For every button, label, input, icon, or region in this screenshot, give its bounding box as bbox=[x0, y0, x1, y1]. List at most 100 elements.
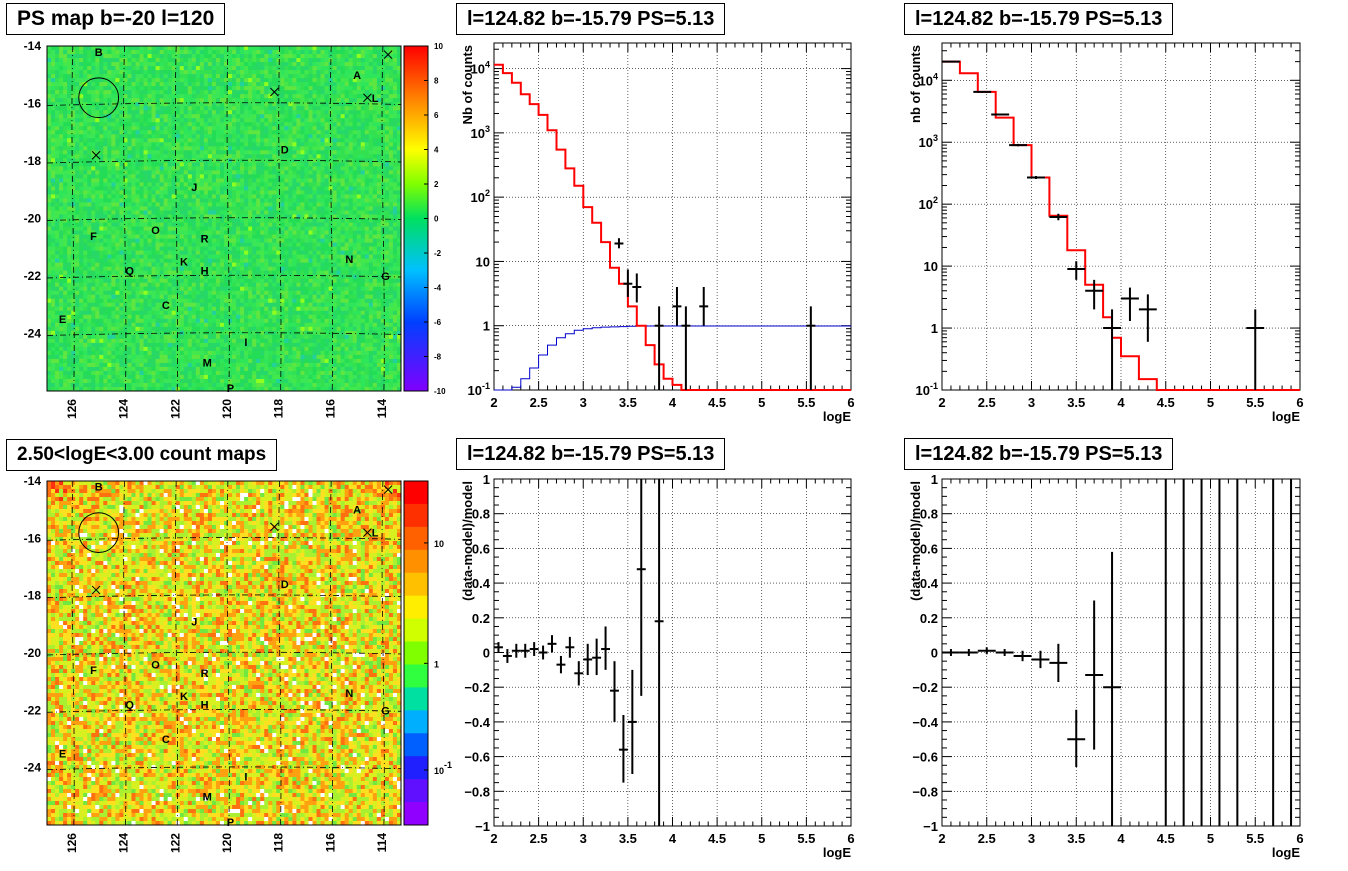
data-point bbox=[1067, 261, 1086, 280]
source-label-J: J bbox=[191, 616, 197, 628]
colorbar-tick-label: -6 bbox=[434, 318, 442, 327]
source-label-I: I bbox=[244, 337, 247, 349]
source-label-R: R bbox=[201, 234, 209, 246]
map-x-tick-label: 120 bbox=[220, 833, 234, 853]
source-label-Q: Q bbox=[125, 265, 134, 277]
map-x-tick-label: 114 bbox=[375, 399, 389, 419]
data-point bbox=[632, 273, 642, 303]
plot-spec_mid: 2 2.5 3 3.5 4 4.5 5 5.5 6 10-1 1 10 102 103 104 logE Nb … bbox=[460, 42, 855, 424]
plot-ticks bbox=[941, 42, 1301, 391]
data-point bbox=[623, 269, 633, 297]
count-map-title: 2.50<logE<3.00 count maps bbox=[6, 439, 278, 471]
x-tick-label: 2 bbox=[490, 831, 497, 846]
colorbar-tick-label: -2 bbox=[434, 249, 442, 258]
y-tick-label: −0.4 bbox=[912, 715, 938, 730]
data-point bbox=[520, 643, 530, 658]
source-label-B: B bbox=[95, 47, 103, 59]
source-label-P: P bbox=[227, 383, 234, 395]
plot-res_mid: 2 2.5 3 3.5 4 4.5 5 5.5 6 −1 −0.8 −0.6 −0.4 −0.2 0 0.2 0… bbox=[460, 472, 855, 860]
data-point bbox=[1103, 551, 1121, 826]
data-point bbox=[614, 238, 624, 249]
y-tick-label: 0.6 bbox=[920, 541, 938, 556]
data-point bbox=[574, 661, 584, 686]
x-axis-label: logE bbox=[1272, 845, 1300, 860]
residual-mid-title: l=124.82 b=-15.79 PS=5.13 bbox=[456, 438, 726, 470]
source-label-Q: Q bbox=[125, 700, 134, 712]
colorbar-band bbox=[404, 641, 428, 665]
source-label-M: M bbox=[203, 357, 212, 369]
data-point bbox=[1013, 650, 1032, 662]
x-tick-label: 6 bbox=[847, 831, 854, 846]
map-y-tick-label: -20 bbox=[24, 212, 42, 226]
data-point bbox=[583, 643, 593, 676]
x-tick-label: 5 bbox=[758, 831, 765, 846]
map-y-tick-label: -20 bbox=[24, 646, 42, 660]
data-point bbox=[618, 714, 628, 783]
data-point bbox=[1067, 709, 1086, 768]
data-point bbox=[1027, 176, 1045, 179]
map-x-tick-label: 124 bbox=[117, 399, 131, 419]
x-tick-label: 2 bbox=[938, 395, 945, 410]
source-label-F: F bbox=[90, 231, 97, 243]
spectrum-mid-title: l=124.82 b=-15.79 PS=5.13 bbox=[456, 3, 726, 35]
count-map-panel: 126 124 122 120 118 116 114 -14 -16 -18 -20 -22 -24 B… bbox=[24, 474, 452, 853]
colorbar-band bbox=[404, 595, 428, 620]
x-tick-label: 2 bbox=[490, 395, 497, 410]
data-point bbox=[977, 647, 996, 655]
x-tick-label: 4.5 bbox=[708, 395, 726, 410]
ps-map-title: PS map b=-20 l=120 bbox=[6, 3, 226, 35]
x-axis-label: logE bbox=[823, 845, 851, 860]
data-point bbox=[1049, 643, 1068, 682]
source-label-J: J bbox=[191, 182, 197, 194]
colorbar-band bbox=[404, 503, 428, 528]
colorbar-tick-label: -4 bbox=[434, 284, 442, 293]
source-label-G: G bbox=[381, 271, 390, 283]
source-cross-marker bbox=[383, 50, 393, 59]
source-label-M: M bbox=[203, 791, 212, 803]
x-tick-label: 4 bbox=[669, 395, 677, 410]
source-label-D: D bbox=[281, 579, 289, 591]
source-label-D: D bbox=[281, 145, 289, 157]
source-cross-marker bbox=[383, 485, 393, 494]
colorbar-tick-label: 0 bbox=[434, 215, 439, 224]
y-tick-label: 0.2 bbox=[920, 611, 938, 626]
x-tick-label: 4 bbox=[1117, 831, 1125, 846]
map-x-tick-label: 126 bbox=[65, 399, 79, 419]
data-point bbox=[556, 655, 566, 674]
y-tick-label: 0.4 bbox=[920, 576, 939, 591]
plot-res_right: 2 2.5 3 3.5 4 4.5 5 5.5 6 −1 −0.8 −0.6 −0.4 −0.2 0 0.2 0… bbox=[908, 472, 1304, 860]
plot-grid bbox=[494, 479, 851, 826]
y-tick-label: 102 bbox=[919, 195, 938, 212]
map-coordinate-grid bbox=[46, 45, 402, 392]
colorbar-tick-label: 10-1 bbox=[434, 760, 452, 776]
x-tick-label: 3 bbox=[1028, 831, 1035, 846]
source-label-L: L bbox=[372, 93, 379, 105]
model-histogram bbox=[494, 63, 851, 391]
y-tick-label: 102 bbox=[471, 188, 490, 205]
data-point bbox=[547, 635, 557, 653]
colorbar-tick-label: 2 bbox=[434, 180, 439, 189]
data-point bbox=[1138, 294, 1157, 342]
y-tick-label: 1 bbox=[483, 472, 490, 487]
data-point bbox=[1121, 287, 1139, 322]
x-axis-label: logE bbox=[823, 409, 851, 424]
x-tick-label: 3 bbox=[1028, 395, 1035, 410]
x-tick-label: 5.5 bbox=[797, 395, 815, 410]
source-label-K: K bbox=[180, 257, 188, 269]
data-point bbox=[995, 649, 1014, 656]
y-tick-label: −1 bbox=[923, 819, 938, 834]
x-tick-label: 5.5 bbox=[797, 831, 815, 846]
data-point bbox=[654, 306, 664, 390]
target-circle bbox=[78, 77, 120, 119]
x-tick-label: 2.5 bbox=[530, 395, 548, 410]
data-point bbox=[592, 638, 602, 676]
data-point bbox=[511, 643, 521, 658]
source-label-N: N bbox=[345, 254, 353, 266]
source-label-K: K bbox=[180, 691, 188, 703]
y-tick-label: −0.2 bbox=[912, 680, 938, 695]
map-y-tick-label: -16 bbox=[24, 97, 42, 111]
x-tick-label: 4 bbox=[669, 831, 677, 846]
plot-spec_right: 2 2.5 3 3.5 4 4.5 5 5.5 6 10-1 1 10 102 103 104 logE nb … bbox=[908, 42, 1304, 424]
map-x-tick-label: 118 bbox=[272, 833, 286, 853]
y-tick-label: 0.8 bbox=[920, 507, 938, 522]
